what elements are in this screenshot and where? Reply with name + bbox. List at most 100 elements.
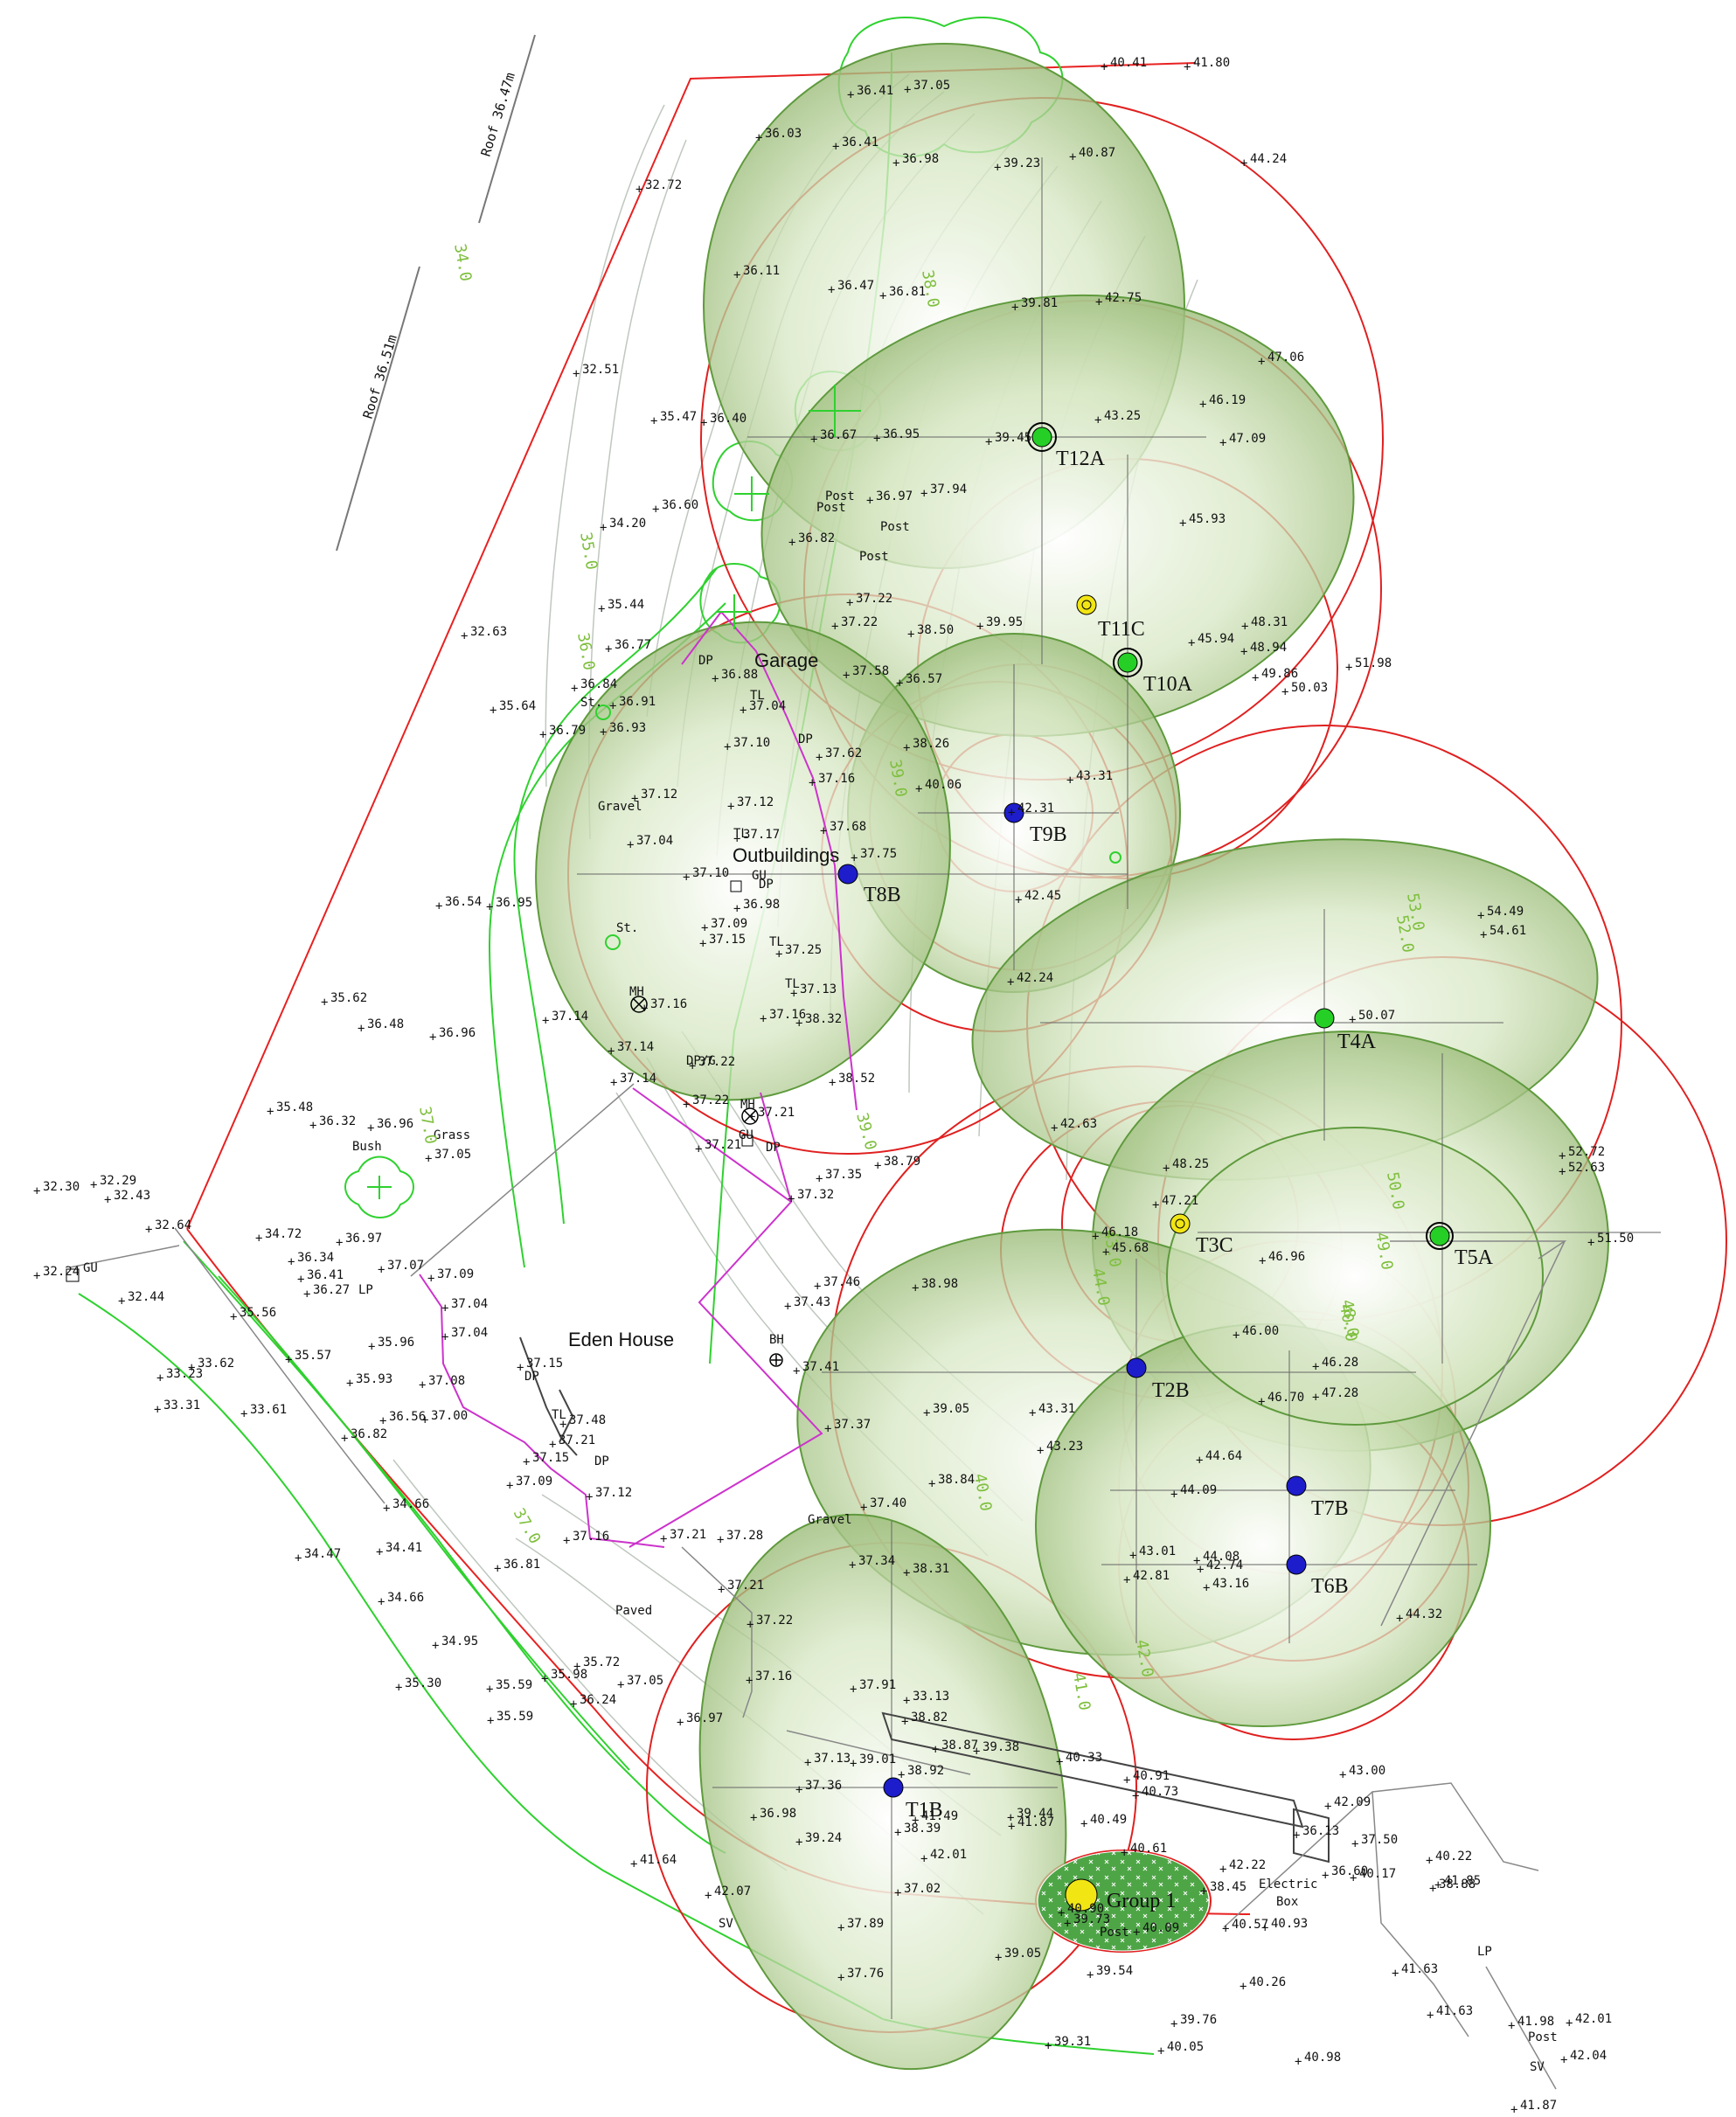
spot-level-cross-icon: + [824,1422,831,1436]
spot-level-cross-icon: + [1007,975,1014,989]
spot-level-label: 35.44 [608,598,644,612]
spot-level-point: +40.98 [1295,2051,1341,2069]
spot-level-label: 36.84 [580,677,617,691]
spot-level-point: +38.88 [1429,1878,1476,1896]
spot-level-cross-icon: + [1559,1165,1566,1179]
spot-level-point: +35.93 [346,1372,392,1391]
spot-level-label: 37.04 [749,699,786,713]
spot-level-label: 43.31 [1038,1402,1075,1416]
spot-level-point: +38.52 [829,1072,875,1090]
spot-level-label: 41.87 [1017,1815,1054,1829]
spot-level-cross-icon: + [33,1184,40,1198]
utility-code-label: TL [750,689,765,703]
spot-level-label: 45.94 [1198,632,1234,646]
spot-level-cross-icon: + [1261,1921,1268,1935]
spot-level-cross-icon: + [295,1551,302,1565]
spot-level-cross-icon: + [1241,620,1248,634]
spot-level-cross-icon: + [1429,1882,1436,1896]
spot-level-cross-icon: + [677,1716,684,1730]
spot-level-cross-icon: + [1252,671,1259,685]
spot-level-point: +32.30 [33,1180,80,1198]
spot-level-cross-icon: + [816,1172,823,1186]
spot-level-point: +38.50 [907,623,954,642]
utility-code-label: Post [816,501,846,515]
spot-level-point: +42.01 [1566,2012,1612,2030]
spot-level-label: 43.16 [1212,1577,1249,1591]
spot-level-label: 37.91 [859,1678,896,1692]
spot-level-cross-icon: + [923,1406,930,1420]
spot-level-label: 37.21 [559,1433,595,1447]
spot-level-point: +48.31 [1241,615,1288,634]
spot-level-point: +41.80 [1184,56,1230,74]
spot-level-label: 34.66 [387,1591,424,1605]
spot-level-label: 37.22 [756,1614,793,1628]
spot-level-label: 36.82 [798,531,835,545]
spot-level-label: 35.30 [405,1676,441,1690]
spot-level-point: +36.98 [892,152,939,170]
spot-level-label: 37.58 [852,664,889,678]
spot-level-label: 37.15 [709,933,746,947]
spot-level-point: +47.09 [1219,432,1266,450]
spot-level-point: +39.44 [1007,1807,1053,1825]
spot-level-cross-icon: + [920,487,927,501]
spot-level-point: +34.47 [295,1547,341,1565]
spot-level-label: 34.47 [304,1547,341,1561]
spot-level-point: +34.72 [255,1227,302,1246]
spot-level-point: +36.84 [571,677,617,696]
spot-level-point: +36.60 [1322,1864,1368,1883]
spot-level-cross-icon: + [1092,1230,1099,1244]
spot-level-label: 47.06 [1267,351,1304,364]
spot-level-label: 39.01 [859,1753,896,1766]
spot-level-cross-icon: + [1350,1871,1357,1885]
spot-level-cross-icon: + [1258,1395,1265,1409]
spot-level-point: +35.30 [395,1676,441,1695]
spot-level-point: +37.50 [1351,1833,1398,1851]
spot-level-label: 37.50 [1361,1833,1398,1847]
spot-level-cross-icon: + [635,183,642,197]
spot-level-point: +33.13 [903,1690,949,1708]
spot-level-cross-icon: + [810,433,817,447]
spot-level-label: 36.60 [662,498,698,512]
utility-code-label: TL [733,827,748,841]
spot-level-label: 37.16 [755,1669,792,1683]
spot-level-cross-icon: + [1240,156,1247,170]
paved-label: Paved [615,1604,652,1618]
spot-level-label: 36.82 [351,1427,387,1441]
spot-level-label: 36.91 [619,695,656,709]
spot-level-label: 39.81 [1021,296,1058,310]
spot-level-cross-icon: + [573,367,580,381]
spot-level-cross-icon: + [490,704,496,718]
spot-level-point: +36.97 [677,1711,723,1730]
spot-level-cross-icon: + [118,1294,125,1308]
building-outlines [519,1336,1330,1864]
spot-level-label: 35.62 [330,991,367,1005]
bush-label: Bush [352,1140,382,1154]
spot-level-cross-icon: + [1095,295,1102,309]
spot-level-point: +39.24 [795,1831,842,1850]
spot-level-point: +39.38 [973,1740,1019,1759]
spot-level-label: 36.67 [820,428,857,442]
spot-level-label: 36.34 [297,1251,334,1265]
utility-code-label: Post [1100,1926,1129,1940]
spot-level-label: 40.61 [1130,1842,1167,1856]
spot-level-label: 36.41 [857,84,893,98]
spot-level-point: +37.16 [760,1008,806,1026]
spot-level-label: 38.92 [907,1764,944,1778]
spot-level-label: 41.49 [921,1809,958,1823]
spot-level-label: 36.97 [686,1711,723,1725]
utility-code-label: MH [629,985,644,999]
spot-level-point: +37.21 [748,1106,795,1124]
spot-level-cross-icon: + [846,596,853,610]
spot-level-point: +42.04 [1560,2049,1607,2067]
spot-level-cross-icon: + [1203,1581,1210,1595]
spot-level-label: 40.73 [1142,1785,1178,1799]
spot-level-point: +36.03 [755,127,802,145]
spot-level-point: +36.81 [494,1558,540,1576]
spot-level-label: 37.37 [834,1418,871,1432]
spot-level-label: 40.33 [1066,1751,1102,1765]
spot-level-label: 33.62 [198,1357,234,1371]
spot-level-point: +37.34 [849,1554,895,1572]
spot-level-cross-icon: + [1188,636,1195,650]
spot-level-cross-icon: + [297,1273,304,1287]
spot-level-point: +37.16 [563,1530,609,1548]
